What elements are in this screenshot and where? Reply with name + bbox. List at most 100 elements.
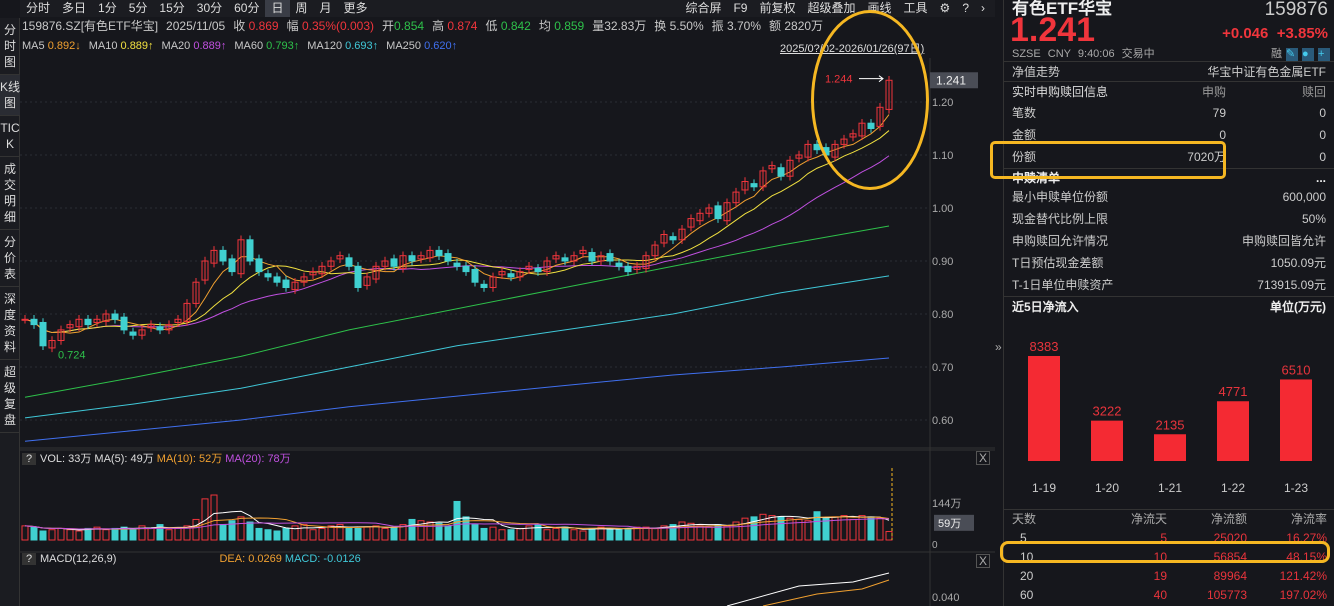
volume-bar — [363, 526, 371, 541]
toolbar-button[interactable]: F9 — [733, 1, 748, 15]
toolbar-button[interactable]: 综合屏 — [685, 1, 722, 15]
chart-area[interactable]: 1.201.101.000.900.800.700.601.244 1.2410.… — [20, 58, 995, 606]
volume-bar — [858, 515, 866, 541]
ma-label: MA10 — [88, 40, 121, 52]
close-macd-button[interactable]: X — [976, 554, 990, 568]
inflow-date: 1-23 — [1284, 481, 1308, 495]
toolbar-button[interactable]: 前复权 — [759, 1, 796, 15]
cell: 121.42% — [1279, 569, 1327, 583]
expand-icon[interactable]: » — [995, 340, 1002, 354]
volume-bar — [534, 524, 542, 541]
volume-bar — [561, 526, 569, 541]
row-value: 713915.09元 — [1257, 278, 1326, 292]
period-tab[interactable]: 更多 — [343, 1, 368, 15]
y-tick-label: 0.80 — [932, 309, 953, 321]
candle — [147, 324, 155, 329]
more-button[interactable]: ... — [1315, 171, 1326, 185]
amount: 额 2820万 — [769, 19, 824, 33]
nav-row[interactable]: 净值走势 华宝中证有色金属ETF — [1004, 62, 1334, 82]
candle — [777, 167, 785, 177]
sidebar-tab[interactable]: 成交明细 — [0, 157, 20, 230]
candle — [372, 265, 380, 280]
row-label: 现金替代比例上限 — [1012, 212, 1109, 226]
candle — [102, 313, 110, 322]
volume-bar — [426, 521, 434, 541]
realtime-row: 笔数 79 0 — [1004, 102, 1334, 124]
candle — [660, 234, 668, 244]
volume-bar — [471, 524, 479, 541]
help-icon[interactable]: ? — [962, 1, 969, 15]
candle — [579, 249, 587, 255]
period-tab[interactable]: 周 — [295, 1, 308, 15]
y-tick-label: 0.040 — [932, 592, 960, 604]
ma-item: MA10 0.889↑ — [89, 40, 154, 52]
pct-change: +3.85% — [1276, 25, 1328, 42]
inflow-bar — [1280, 379, 1312, 461]
candle — [48, 340, 56, 349]
volume-bar — [93, 526, 101, 541]
ma-item: MA5 0.892↓ — [22, 40, 81, 52]
period-tab[interactable]: 日 — [265, 0, 290, 17]
candle — [507, 273, 515, 278]
sidebar-tab[interactable]: 深度资料 — [0, 287, 20, 360]
sidebar-tab[interactable]: TICK — [0, 116, 20, 157]
candle — [435, 249, 443, 257]
candle — [30, 318, 38, 326]
amplitude: 振 3.70% — [711, 19, 762, 33]
gear-icon[interactable]: ⚙ — [939, 1, 951, 15]
period-tab[interactable]: 1分 — [98, 1, 117, 15]
list-row: T-1日单位申赎资产 713915.09元 — [1004, 274, 1334, 296]
cell: 净流额 — [1210, 512, 1247, 526]
volume-bar — [615, 529, 623, 541]
toolbar-button[interactable]: 工具 — [903, 1, 928, 15]
chevron-right-icon[interactable]: › — [981, 1, 985, 15]
candle — [174, 318, 182, 323]
candle — [444, 253, 452, 262]
row-label: 金额 — [1012, 128, 1037, 142]
redeem-value: 0 — [1319, 128, 1326, 142]
candle — [354, 265, 362, 289]
candle — [543, 260, 551, 273]
add-icon[interactable]: + — [1318, 48, 1330, 61]
candle — [687, 218, 695, 228]
volume-bar — [237, 516, 245, 541]
candle — [165, 324, 173, 331]
candle — [705, 207, 713, 214]
period-tab[interactable]: 分时 — [26, 1, 51, 15]
view-sidebar: 分时图 K线图 TICK 成交明细 分价表 深度资料 超级复盘 — [0, 18, 20, 606]
sidebar-tab[interactable]: 分价表 — [0, 230, 20, 287]
period-tab[interactable]: 月 — [319, 1, 332, 15]
subscribe-value: 79 — [1212, 106, 1226, 120]
ma-value: 0.693↑ — [345, 40, 379, 52]
inflow-date: 1-20 — [1095, 481, 1119, 495]
y-tick-label: 1.20 — [932, 97, 953, 109]
volume-bar — [552, 527, 560, 541]
y-tick-label: 1.10 — [932, 150, 953, 162]
period-tab[interactable]: 15分 — [159, 1, 185, 15]
period-tab[interactable]: 多日 — [62, 1, 87, 15]
realtime-row: 份额 7020万 0 — [1004, 146, 1334, 168]
period-tab[interactable]: 5分 — [128, 1, 148, 15]
list-row: 申购赎回允许情况 申购赎回皆允许 — [1004, 230, 1334, 252]
candle — [741, 181, 749, 191]
volume-bar — [246, 521, 254, 541]
candle — [633, 265, 641, 270]
cell: 60 — [1020, 588, 1034, 602]
edit-icon[interactable]: ✎ — [1286, 48, 1298, 61]
sidebar-tab[interactable]: 分时图 — [0, 18, 20, 75]
candle — [750, 183, 758, 188]
candle — [606, 253, 614, 262]
candle — [93, 318, 101, 323]
alert-icon[interactable]: ● — [1302, 48, 1314, 61]
period-tab[interactable]: 30分 — [196, 1, 223, 15]
sidebar-tab[interactable]: 超级复盘 — [0, 360, 20, 433]
cell: 天数 — [1012, 512, 1037, 526]
ma20-line — [24, 155, 890, 334]
volume-bar — [606, 527, 614, 541]
period-tab[interactable]: 60分 — [234, 1, 260, 15]
volume-bar — [255, 527, 263, 541]
toolbar-button[interactable]: 超级叠加 — [807, 1, 856, 15]
sidebar-tab[interactable]: K线图 — [0, 75, 20, 116]
candle — [300, 276, 308, 283]
close-vol-button[interactable]: X — [976, 451, 990, 465]
